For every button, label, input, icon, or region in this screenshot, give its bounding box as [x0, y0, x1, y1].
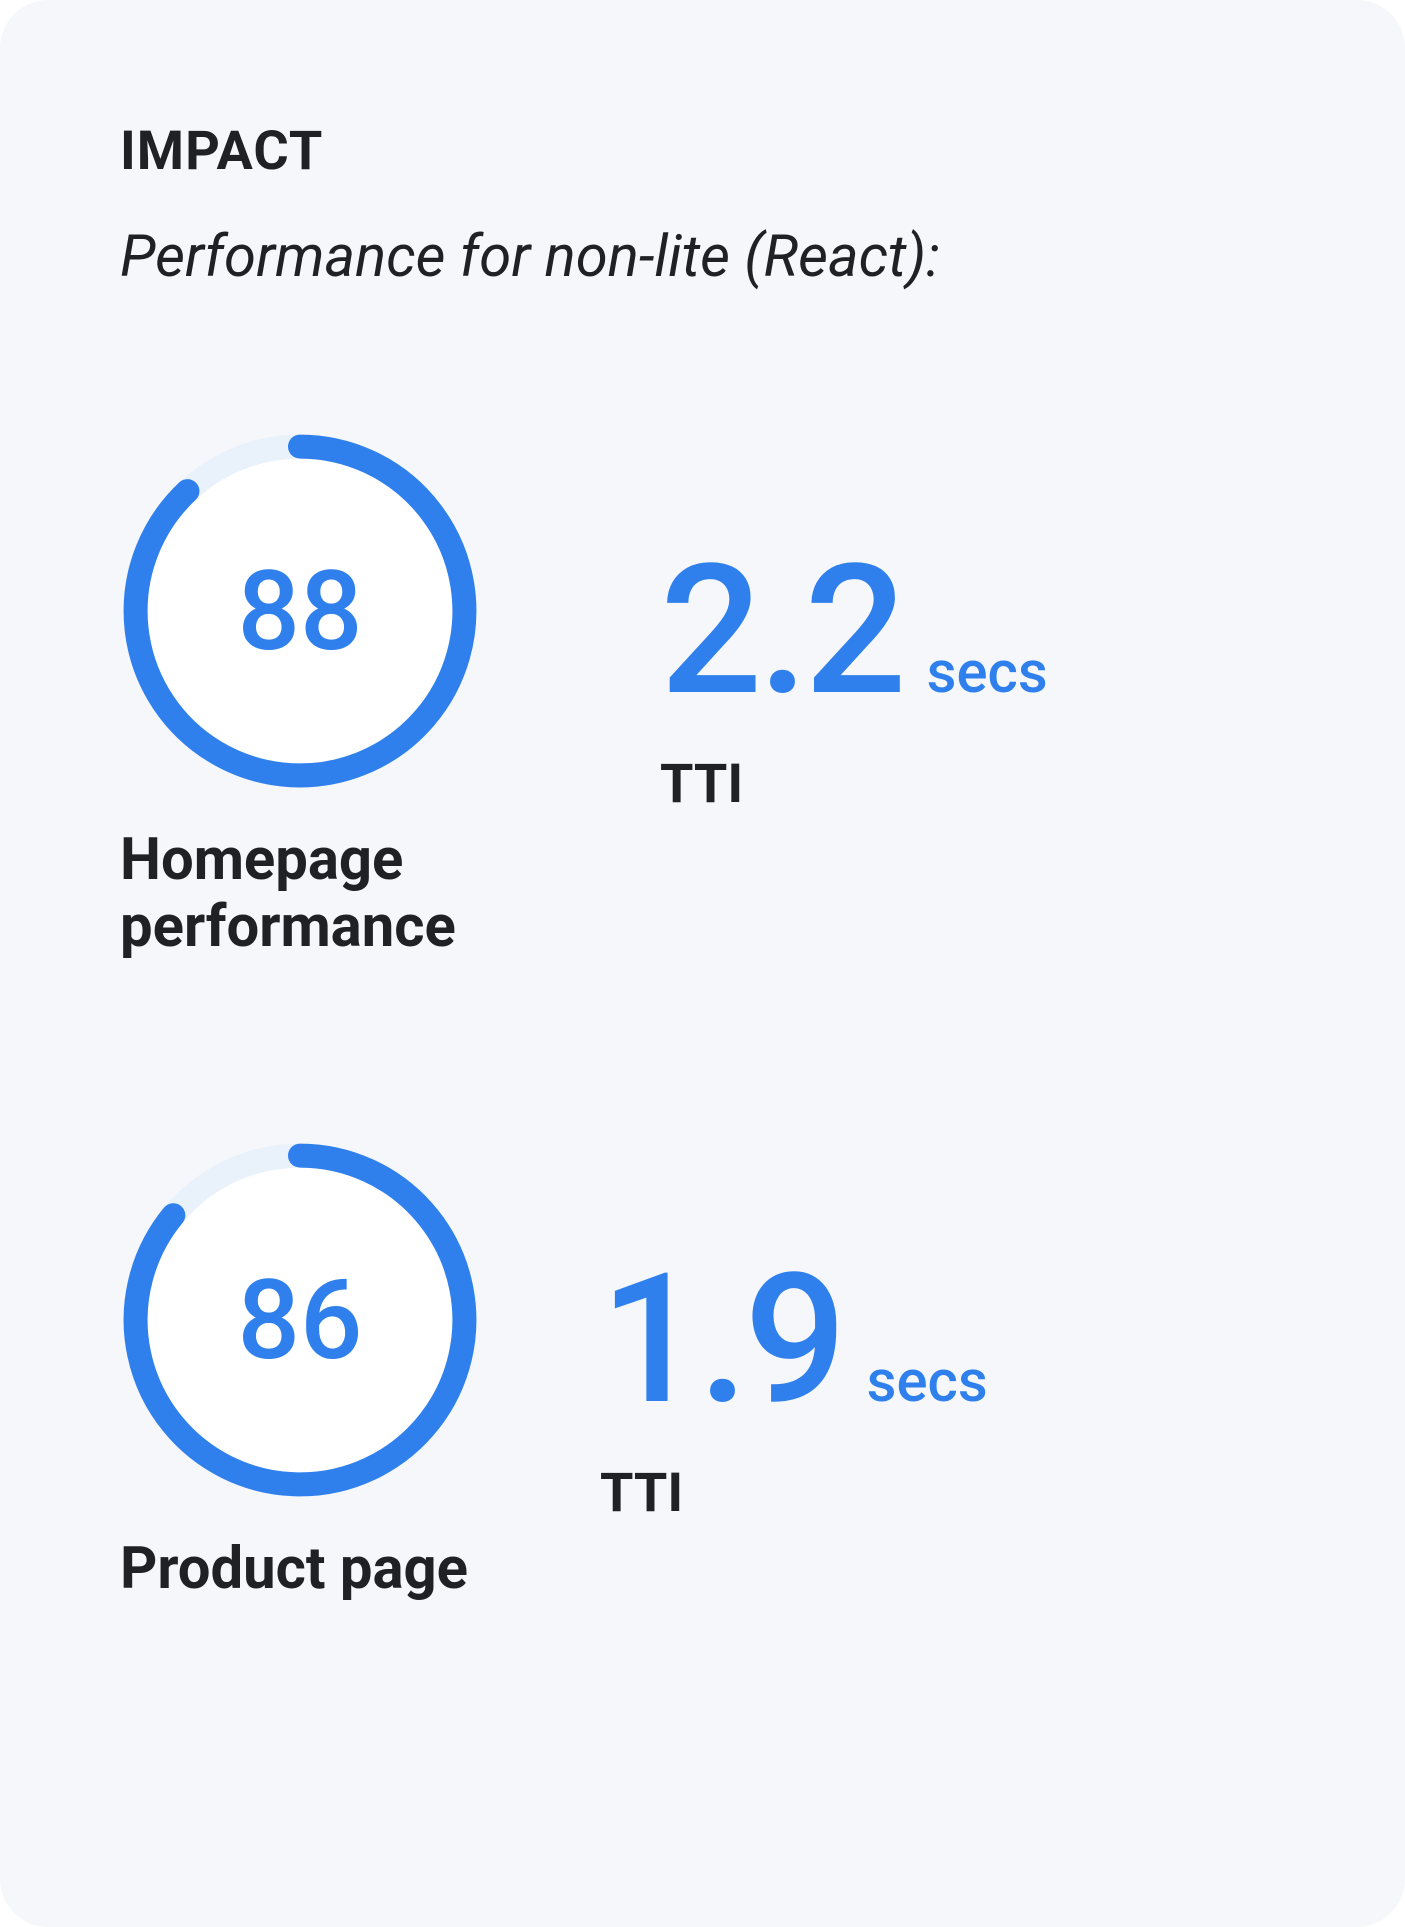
gauge-label: Product page — [120, 1536, 468, 1603]
tti-label: TTI — [600, 1462, 683, 1525]
radial-gauge: 88 — [120, 431, 480, 791]
gauge-block-homepage: 88 Homepage performance — [120, 431, 540, 960]
gauge-value: 86 — [120, 1140, 480, 1500]
card-heading: IMPACT — [120, 120, 1285, 183]
gauge-label: Homepage performance — [120, 827, 540, 960]
impact-card: IMPACT Performance for non-lite (React):… — [0, 0, 1405, 1927]
tti-block-product: 1.9 secs TTI — [600, 1140, 988, 1525]
tti-value: 1.9 — [600, 1250, 843, 1430]
tti-value: 2.2 — [660, 541, 903, 721]
metric-row: 88 Homepage performance 2.2 secs TTI — [120, 431, 1285, 960]
tti-unit: secs — [927, 639, 1048, 707]
tti-value-row: 1.9 secs — [600, 1250, 988, 1430]
tti-unit: secs — [867, 1348, 988, 1416]
tti-block-homepage: 2.2 secs TTI — [660, 431, 1048, 816]
metric-row: 86 Product page 1.9 secs TTI — [120, 1140, 1285, 1603]
radial-gauge: 86 — [120, 1140, 480, 1500]
gauge-value: 88 — [120, 431, 480, 791]
gauge-block-product: 86 Product page — [120, 1140, 480, 1603]
tti-value-row: 2.2 secs — [660, 541, 1048, 721]
tti-label: TTI — [660, 753, 743, 816]
card-subheading: Performance for non-lite (React): — [120, 223, 1285, 291]
